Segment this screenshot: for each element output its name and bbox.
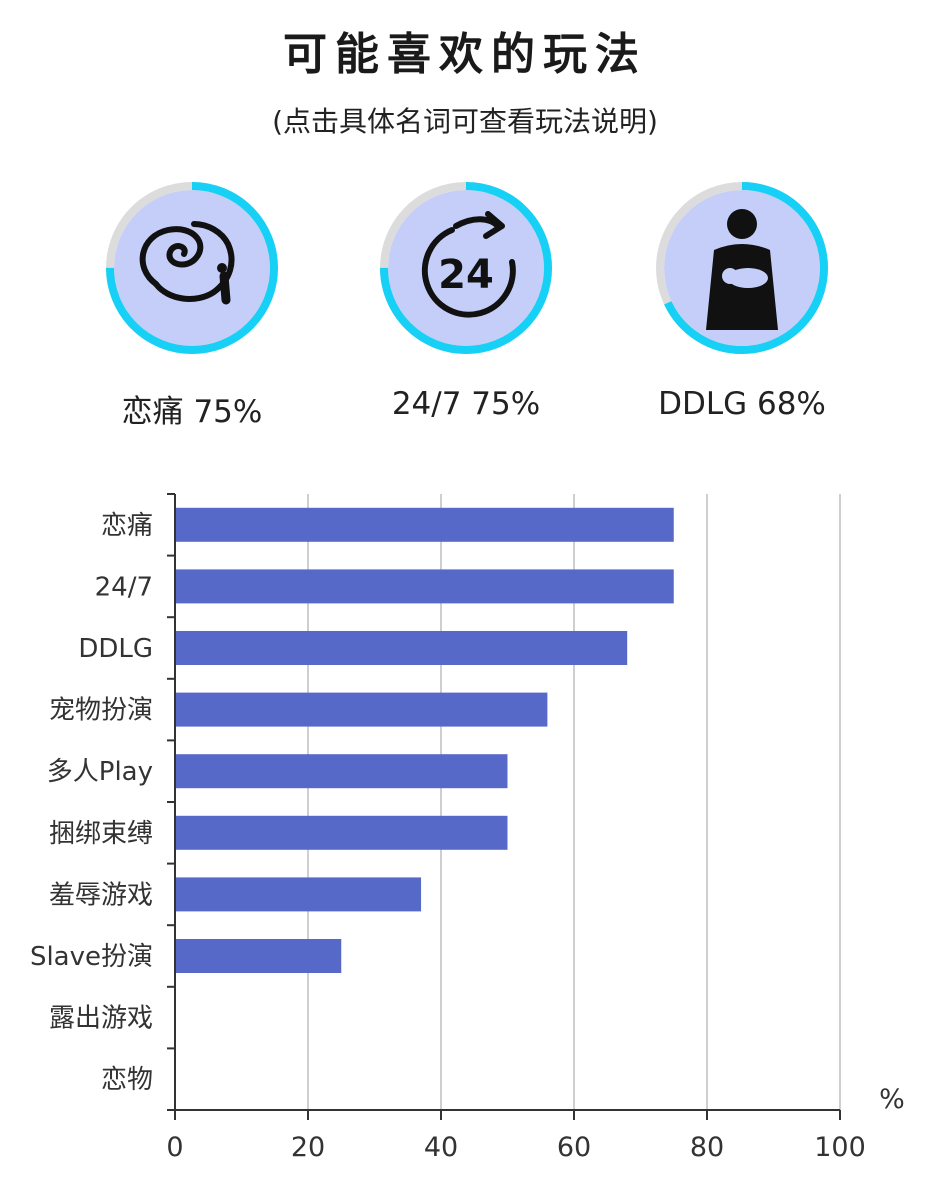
category-label[interactable]: DDLG	[78, 634, 153, 664]
bar[interactable]	[175, 569, 674, 604]
24-7-clock-icon: 24	[421, 211, 516, 318]
bar[interactable]	[175, 631, 628, 665]
progress-ring	[106, 182, 278, 354]
top-item-lian-tong[interactable]: 恋痛 75%	[72, 180, 312, 440]
x-tick-label: 0	[166, 1132, 183, 1163]
x-tick-label: 100	[814, 1132, 866, 1163]
top-item-ddlg[interactable]: DDLG 68%	[622, 180, 862, 440]
x-tick-label: 40	[424, 1132, 458, 1163]
top-item-label: 恋痛 75%	[121, 394, 263, 430]
category-label[interactable]: 恋物	[101, 1065, 153, 1095]
top-item-24-7[interactable]: 24 24/7 75%	[346, 180, 586, 440]
progress-ring	[656, 182, 828, 354]
bar[interactable]	[175, 877, 422, 912]
category-label[interactable]: 捆绑束缚	[49, 819, 153, 849]
bar[interactable]	[175, 754, 508, 789]
x-tick-label: 80	[690, 1132, 724, 1163]
category-label[interactable]: 24/7	[95, 572, 153, 602]
category-label[interactable]: Slave扮演	[30, 942, 153, 972]
category-label[interactable]: 恋痛	[101, 511, 153, 541]
bar[interactable]	[175, 692, 548, 727]
x-tick-label: 60	[557, 1132, 591, 1163]
bar[interactable]	[175, 939, 342, 973]
x-unit-label: %	[879, 1084, 905, 1115]
parent-holding-baby-icon	[706, 209, 778, 330]
top-item-label: 24/7 75%	[391, 386, 541, 422]
category-label[interactable]: 宠物扮演	[49, 696, 153, 726]
top-item-label: DDLG 68%	[658, 386, 826, 422]
category-label[interactable]: 羞辱游戏	[49, 880, 153, 910]
bar[interactable]	[175, 507, 674, 542]
bar[interactable]	[175, 815, 508, 850]
category-label[interactable]: 多人Play	[47, 757, 153, 787]
progress-ring: 24	[380, 182, 552, 354]
page-title: 可能喜欢的玩法	[283, 29, 647, 80]
page-subtitle: (点击具体名词可查看玩法说明)	[272, 105, 658, 138]
whip-icon	[139, 221, 235, 305]
category-label[interactable]: 露出游戏	[49, 1004, 153, 1034]
svg-text:24: 24	[438, 252, 494, 298]
x-tick-label: 20	[291, 1132, 325, 1163]
